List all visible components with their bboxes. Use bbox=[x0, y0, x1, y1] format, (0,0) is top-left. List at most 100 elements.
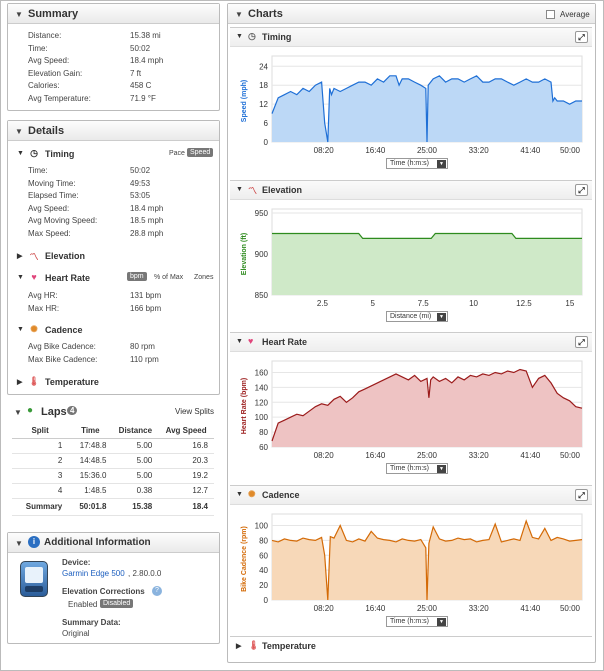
enabled-toggle[interactable]: Enabled bbox=[68, 600, 98, 609]
x-tick-label: 08:20 bbox=[314, 604, 335, 613]
stat-label: Elevation Gain: bbox=[28, 68, 83, 78]
y-tick-label: 100 bbox=[255, 413, 269, 422]
table-cell: 16.8 bbox=[158, 438, 214, 454]
expand-chart-icon[interactable]: ⤢ bbox=[575, 336, 588, 348]
expand-triangle-icon[interactable]: ▶ bbox=[17, 253, 23, 260]
collapse-triangle-icon[interactable]: ▼ bbox=[236, 186, 243, 193]
chevron-down-icon[interactable]: ▼ bbox=[437, 618, 446, 626]
collapse-triangle-icon[interactable]: ▼ bbox=[236, 491, 243, 498]
x-axis-select-value: Time (h:m:s) bbox=[390, 618, 430, 625]
cadence-label: Cadence bbox=[45, 325, 83, 335]
charts-header[interactable]: ▼ Charts Average bbox=[228, 4, 595, 24]
table-cell: 1 bbox=[12, 438, 69, 454]
temperature-chart-header[interactable]: ▶ 🌡 Temperature bbox=[230, 637, 592, 656]
table-cell: 4 bbox=[12, 483, 69, 499]
help-icon[interactable]: ? bbox=[152, 586, 162, 596]
section-heart-rate[interactable]: ▼ ♥ Heart Rate bbox=[17, 272, 127, 285]
expand-triangle-icon[interactable]: ▶ bbox=[17, 379, 23, 386]
x-tick-label: 08:20 bbox=[314, 451, 335, 460]
laps-column-header: Split bbox=[12, 424, 69, 439]
x-axis-select-value: Time (h:m:s) bbox=[390, 160, 430, 167]
chevron-down-icon[interactable]: ▼ bbox=[437, 313, 446, 321]
clock-icon: ◷ bbox=[30, 148, 38, 158]
table-cell: Summary bbox=[12, 497, 69, 516]
stat-value: 15.38 mi bbox=[130, 31, 161, 40]
collapse-triangle-icon[interactable]: ▼ bbox=[15, 10, 23, 19]
x-tick-label: 33:20 bbox=[469, 604, 490, 613]
x-tick-label: 7.5 bbox=[418, 299, 430, 308]
section-elevation[interactable]: ▶ 〽 Elevation bbox=[17, 251, 207, 263]
collapse-triangle-icon[interactable]: ▼ bbox=[17, 274, 24, 281]
x-tick-label: 08:20 bbox=[314, 146, 335, 155]
device-name-link[interactable]: Garmin Edge 500 bbox=[62, 569, 125, 578]
details-header[interactable]: ▼ Details bbox=[8, 121, 219, 141]
x-tick-label: 41:40 bbox=[520, 146, 541, 155]
chart-header[interactable]: ▼ ♥ Heart Rate ⤢ bbox=[230, 333, 592, 352]
x-tick-label: 12.5 bbox=[516, 299, 532, 308]
x-axis-select-value: Time (h:m:s) bbox=[390, 465, 430, 472]
y-tick-label: 850 bbox=[255, 291, 269, 300]
stat-label: Distance: bbox=[28, 31, 62, 40]
additional-info-header[interactable]: ▼ i Additional Information bbox=[8, 533, 219, 553]
chart-header[interactable]: ▼ ✺ Cadence ⤢ bbox=[230, 486, 592, 505]
timing-label: Timing bbox=[45, 149, 75, 159]
stat-value: 18.4 mph bbox=[130, 203, 164, 213]
view-splits-link[interactable]: View Splits bbox=[175, 407, 214, 416]
y-tick-label: 950 bbox=[255, 209, 269, 218]
speed-toggle[interactable]: Speed bbox=[187, 148, 214, 157]
pace-toggle[interactable]: Pace bbox=[169, 150, 185, 157]
collapse-triangle-icon[interactable]: ▼ bbox=[17, 150, 24, 157]
summary-data-value: Original bbox=[62, 629, 90, 638]
summary-header[interactable]: ▼ Summary bbox=[8, 4, 219, 24]
x-axis-select[interactable]: Time (h:m:s) ▼ bbox=[386, 158, 448, 169]
table-cell: 14:48.5 bbox=[68, 453, 113, 469]
charts-title: Charts bbox=[248, 8, 283, 20]
temperature-label: Temperature bbox=[45, 377, 99, 387]
timing-chart-section: ▼ ◷ Timing ⤢ 0 6 12 18 24 08:20 16:40 25:00 33:20 41:… bbox=[230, 27, 592, 175]
chart-title: Timing bbox=[262, 32, 292, 42]
stat-value: 80 rpm bbox=[130, 342, 155, 351]
section-cadence[interactable]: ▼ ✺ Cadence bbox=[17, 324, 207, 337]
bpm-toggle[interactable]: bpm bbox=[127, 272, 147, 281]
x-tick-label: 2.5 bbox=[317, 299, 329, 308]
zones-toggle[interactable]: Zones bbox=[194, 274, 214, 281]
section-temperature[interactable]: ▶ 🌡 Temperature bbox=[17, 376, 207, 389]
expand-chart-icon[interactable]: ⤢ bbox=[575, 489, 588, 501]
section-timing[interactable]: ▼ ◷ Timing bbox=[17, 148, 207, 161]
collapse-triangle-icon[interactable]: ▼ bbox=[236, 338, 243, 345]
collapse-triangle-icon[interactable]: ▼ bbox=[235, 10, 243, 19]
stat-label: Max HR: bbox=[28, 303, 60, 313]
collapse-triangle-icon[interactable]: ▼ bbox=[15, 539, 23, 548]
x-tick-label: 50:00 bbox=[560, 604, 581, 613]
heart-icon: ♥ bbox=[248, 336, 254, 346]
y-axis-label: Heart Rate (bpm) bbox=[241, 378, 248, 434]
collapse-triangle-icon[interactable]: ▼ bbox=[17, 326, 24, 333]
chevron-down-icon[interactable]: ▼ bbox=[437, 160, 446, 168]
temperature-chart-label: Temperature bbox=[262, 641, 316, 651]
expand-chart-icon[interactable]: ⤢ bbox=[575, 31, 588, 43]
expand-triangle-icon[interactable]: ▶ bbox=[236, 643, 242, 650]
x-axis-select[interactable]: Distance (mi) ▼ bbox=[386, 311, 448, 322]
expand-chart-icon[interactable]: ⤢ bbox=[575, 184, 588, 196]
average-checkbox[interactable] bbox=[546, 10, 555, 19]
y-tick-label: 900 bbox=[255, 250, 269, 259]
percent-max-toggle[interactable]: % of Max bbox=[154, 274, 184, 281]
table-cell: 50:01.8 bbox=[68, 497, 113, 516]
collapse-triangle-icon[interactable]: ▼ bbox=[236, 33, 243, 40]
disabled-toggle[interactable]: Disabled bbox=[100, 599, 134, 608]
laps-header[interactable]: ▼ ● Laps 4 View Splits bbox=[7, 402, 220, 422]
collapse-triangle-icon[interactable]: ▼ bbox=[14, 408, 22, 417]
collapse-triangle-icon[interactable]: ▼ bbox=[15, 127, 23, 136]
table-cell: 17:48.8 bbox=[68, 438, 113, 454]
x-axis-select[interactable]: Time (h:m:s) ▼ bbox=[386, 616, 448, 627]
chart-header[interactable]: ▼ 〽 Elevation ⤢ bbox=[230, 181, 592, 200]
table-cell: 15.38 bbox=[112, 497, 159, 516]
chevron-down-icon[interactable]: ▼ bbox=[437, 465, 446, 473]
chart-header[interactable]: ▼ ◷ Timing ⤢ bbox=[230, 28, 592, 47]
x-tick-label: 25:00 bbox=[417, 451, 438, 460]
series-line bbox=[271, 519, 583, 601]
cadence-icon: ✺ bbox=[248, 489, 256, 499]
stat-value: 18.5 mph bbox=[130, 216, 164, 226]
stat-value: 53:05 bbox=[130, 191, 151, 201]
x-axis-select[interactable]: Time (h:m:s) ▼ bbox=[386, 463, 448, 474]
